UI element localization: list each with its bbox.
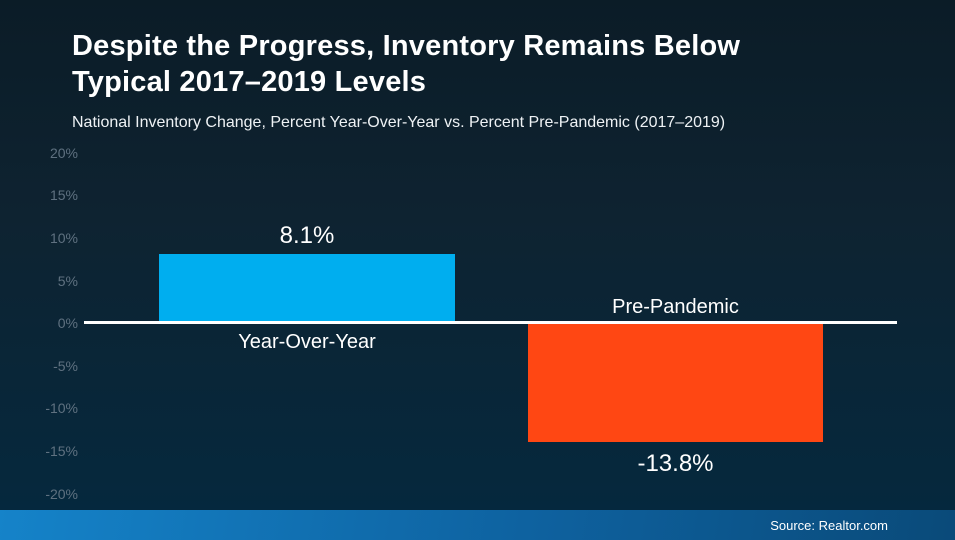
y-axis-tick-neg15: -15% xyxy=(45,443,78,459)
zero-baseline xyxy=(84,321,897,324)
y-axis-tick-15: 15% xyxy=(49,187,78,203)
category-label-pre-pandemic: Pre-Pandemic xyxy=(612,296,739,318)
source-credit: Source: Realtor.com xyxy=(770,517,888,533)
footer-accent-bar: Source: Realtor.com xyxy=(0,510,955,540)
y-axis-tick-5: 5% xyxy=(57,273,78,289)
category-label-year-over-year: Year-Over-Year xyxy=(238,331,376,353)
y-axis-tick-0: 0% xyxy=(57,315,78,331)
y-axis-tick-neg10: -10% xyxy=(45,400,78,416)
bar-year-over-year xyxy=(159,254,455,321)
bar-pre-pandemic xyxy=(528,324,823,442)
chart-title: Despite the Progress, Inventory Remains … xyxy=(72,28,872,100)
y-axis-tick-10: 10% xyxy=(49,230,78,246)
value-label-year-over-year: 8.1% xyxy=(279,222,335,249)
y-axis-tick-neg5: -5% xyxy=(53,358,78,374)
y-axis-tick-20: 20% xyxy=(49,145,78,161)
value-label-pre-pandemic: -13.8% xyxy=(637,450,714,477)
chart-title-line-2: Typical 2017–2019 Levels xyxy=(72,66,427,98)
chart-subtitle: National Inventory Change, Percent Year-… xyxy=(72,114,726,131)
y-axis-tick-neg20: -20% xyxy=(45,486,78,502)
chart-header: Despite the Progress, Inventory Remains … xyxy=(72,28,872,132)
chart-title-line-1: Despite the Progress, Inventory Remains … xyxy=(72,30,741,62)
